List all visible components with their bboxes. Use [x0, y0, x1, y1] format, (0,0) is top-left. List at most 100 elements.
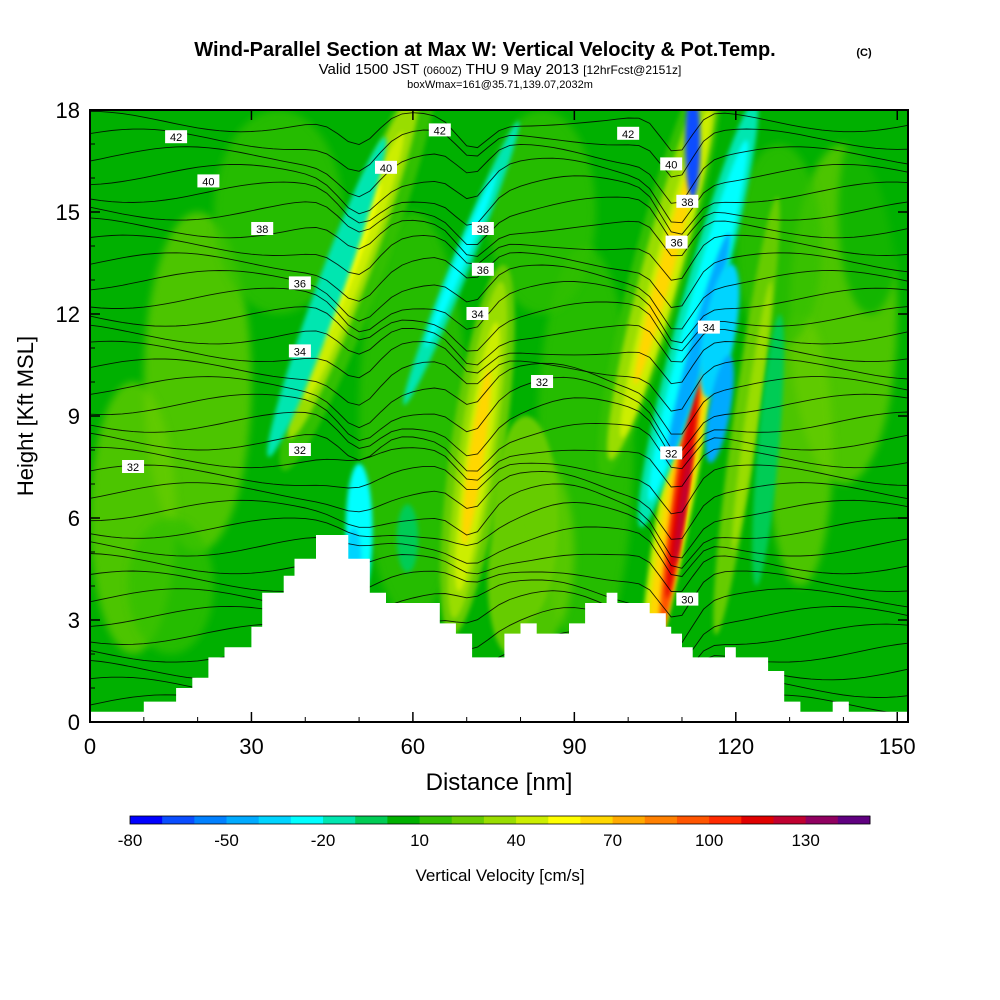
velocity-cell	[462, 369, 491, 545]
isentrope-line	[90, 157, 908, 224]
isentrope-line	[90, 553, 908, 592]
colorbar-tick-label: 70	[603, 831, 622, 850]
isentrope-line	[90, 462, 908, 515]
isentrope-label: 36	[288, 276, 311, 290]
colorbar-tick-label: 10	[410, 831, 429, 850]
velocity-cell	[425, 171, 498, 348]
y-tick-label: 0	[68, 710, 80, 735]
isentrope-label-text: 40	[380, 163, 392, 175]
isentrope-label: 42	[428, 123, 451, 137]
colorbar-swatch	[387, 816, 421, 824]
isentrope-line	[90, 579, 908, 645]
colorbar-swatch	[644, 816, 678, 824]
isentrope-line	[90, 570, 908, 618]
terrain-profile	[90, 535, 908, 722]
velocity-cell	[267, 137, 387, 457]
y-tick-label: 6	[68, 506, 80, 531]
isentrope-label-text: 42	[170, 132, 182, 144]
velocity-cell	[673, 443, 693, 566]
colorbar-swatch	[226, 816, 260, 824]
velocity-cell	[731, 281, 772, 551]
isentrope-line	[90, 264, 908, 330]
isentrope-line	[90, 358, 908, 412]
isentrope-label: 34	[466, 307, 489, 321]
isentrope-line	[90, 446, 908, 488]
isentrope-line	[90, 526, 908, 577]
colorbar-label: Vertical Velocity [cm/s]	[415, 866, 584, 885]
colorbar-swatch	[451, 816, 485, 824]
x-tick-label: 60	[401, 734, 425, 759]
velocity-cell	[685, 110, 701, 199]
velocity-cell	[705, 355, 734, 463]
isentrope-label: 40	[197, 174, 220, 188]
plot-area	[90, 110, 908, 722]
isentrope-label-text: 32	[665, 448, 677, 460]
colorbar-swatch	[162, 816, 195, 824]
isentrope-line	[90, 128, 908, 178]
y-tick-label: 15	[56, 200, 80, 225]
y-axis-label: Height [Kft MSL]	[13, 336, 38, 496]
isentrope-label-text: 38	[256, 224, 268, 236]
isentrope-line	[90, 110, 908, 152]
isentrope-label: 36	[665, 235, 688, 250]
isentrope-line	[90, 234, 908, 281]
subtitle-valid: Valid 1500 JST	[319, 61, 419, 78]
colorbar-swatch	[290, 816, 324, 824]
isentrope-label: 34	[288, 344, 311, 358]
colorbar-swatch	[709, 816, 742, 824]
isentrope-label-text: 34	[703, 323, 715, 335]
field-patch	[838, 110, 903, 314]
colorbar-swatch	[548, 816, 581, 824]
x-tick-label: 150	[879, 734, 916, 759]
isentrope-label-text: 38	[681, 197, 693, 209]
colorbar-swatch	[837, 816, 871, 824]
velocity-cell	[396, 504, 419, 573]
isentrope-label-text: 30	[681, 595, 693, 607]
subtitle-forecast: [12hrFcst@2151z]	[583, 63, 681, 77]
isentrope-label-text: 34	[294, 346, 306, 358]
isentrope-label-text: 36	[294, 278, 306, 290]
y-tick-label: 3	[68, 608, 80, 633]
colorbar-frame	[129, 815, 871, 825]
chart-title: Wind-Parallel Section at Max W: Vertical…	[194, 39, 775, 61]
x-tick-label: 0	[84, 734, 96, 759]
isentrope-label-text: 36	[670, 238, 682, 250]
colorbar-swatch	[258, 816, 292, 824]
colorbar-swatch	[419, 816, 453, 824]
isentrope-label: 32	[122, 460, 145, 474]
colorbar-swatch	[741, 816, 774, 824]
isentrope-label: 40	[374, 160, 397, 175]
isentrope-label: 42	[617, 126, 640, 141]
isentrope-line	[90, 590, 908, 665]
velocity-cell	[752, 314, 785, 586]
isentrope-line	[90, 483, 908, 559]
velocity-cell	[634, 154, 698, 385]
y-tick-label: 12	[56, 302, 80, 327]
chart-title-main: Wind-Parallel Section at Max W: Vertical…	[194, 39, 775, 61]
field-patch	[488, 110, 596, 314]
chart-subtitle: Valid 1500 JST (0600Z) THU 9 May 2013 [1…	[319, 61, 682, 78]
x-tick-label: 30	[239, 734, 263, 759]
isentrope-line	[90, 252, 908, 308]
isentrope-label: 32	[660, 446, 683, 460]
isentrope-label: 34	[697, 320, 720, 335]
isentrope-line	[90, 397, 908, 460]
colorbar-swatch	[676, 816, 710, 824]
y-tick-label: 9	[68, 404, 80, 429]
isentrope-line	[90, 217, 908, 257]
isentrope-line	[90, 376, 908, 451]
colorbar-tick-label: -20	[311, 831, 336, 850]
isentrope-label: 38	[471, 222, 494, 236]
isentrope-line	[90, 422, 908, 472]
x-tick-label: 90	[562, 734, 586, 759]
isentrope-line	[90, 301, 908, 352]
colorbar-swatch	[194, 816, 228, 824]
colorbar-tick-label: 130	[791, 831, 819, 850]
y-tick-label: 18	[56, 98, 80, 123]
colorbar-tick-labels: -80 -50 -20 10 40 70 100 130	[118, 831, 820, 850]
colorbar-swatch	[516, 816, 549, 824]
colorbar-swatch	[805, 816, 839, 824]
isentrope-line	[90, 362, 908, 435]
